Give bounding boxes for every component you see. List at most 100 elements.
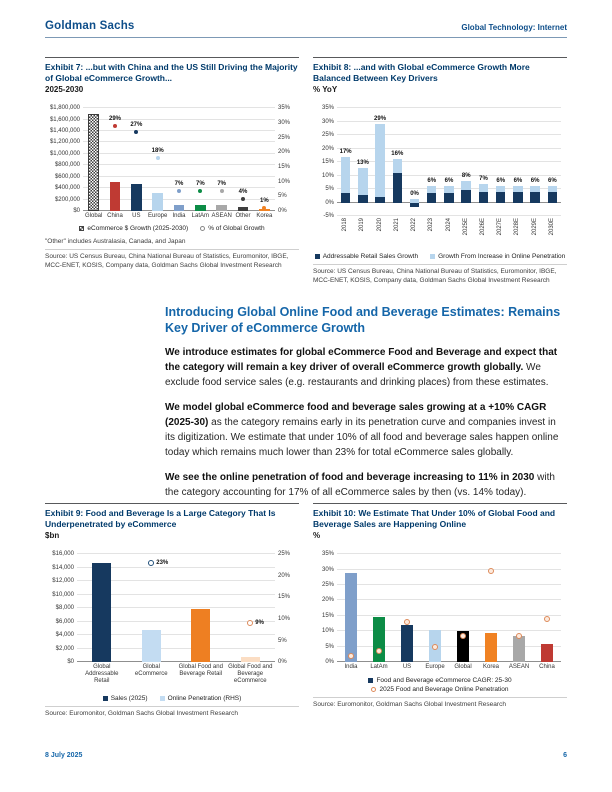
report-date: 8 July 2025 — [45, 752, 83, 759]
y-axis-tick: 25% — [321, 132, 334, 139]
x-axis-label: Global Food and Beverage Retail — [178, 664, 223, 677]
y-axis-tick: 20% — [321, 597, 334, 604]
bar-global-food-and-beverage-retail — [191, 609, 211, 663]
dot-value-label: 7% — [174, 180, 184, 187]
dot-value-label: 29% — [108, 115, 122, 122]
y-axis-tick: 0% — [278, 659, 287, 666]
y-axis-tick: 10% — [321, 628, 334, 635]
legend-item: Food and Beverage eCommerce CAGR: 25-30 — [368, 677, 512, 685]
data-point-dot — [113, 123, 117, 128]
bar-asean — [216, 205, 227, 212]
bar-global-addressable-retail — [92, 562, 112, 663]
stack-segment — [461, 190, 471, 203]
exhibit-9-title: Exhibit 9: Food and Beverage Is a Large … — [45, 508, 276, 530]
gridline — [337, 134, 561, 136]
dot-value-label: 23% — [156, 559, 169, 566]
stack-segment — [461, 181, 471, 191]
y-axis-tick: $400,000 — [54, 185, 80, 192]
y-axis-tick: 20% — [321, 145, 334, 152]
legend-label: Food and Beverage eCommerce CAGR: 25-30 — [376, 677, 512, 685]
bar-india — [344, 572, 358, 663]
gridline — [337, 174, 561, 176]
y-axis-tick: 5% — [278, 193, 287, 200]
x-axis-label: Global — [84, 213, 103, 220]
exhibit-9: Exhibit 9: Food and Beverage Is a Large … — [45, 503, 299, 719]
y-axis-tick: $800,000 — [54, 162, 80, 169]
y-axis-tick: $0 — [67, 659, 74, 666]
stack-segment — [427, 186, 437, 194]
bar-global-food-and-beverage-ecommerce — [240, 657, 260, 663]
y-axis-tick: 0% — [278, 208, 287, 215]
data-point-dot — [404, 618, 410, 625]
stack-segment — [530, 186, 540, 192]
bar-china — [540, 643, 554, 663]
x-axis-label: ASEAN — [211, 213, 232, 220]
y-axis-tick: $1,800,000 — [49, 105, 80, 112]
x-axis-label: China — [107, 213, 123, 220]
page-header: Goldman Sachs Global Technology: Interne… — [45, 20, 567, 38]
y-axis-tick: $8,000 — [55, 605, 74, 612]
y-axis-tick: $14,000 — [52, 564, 74, 571]
exhibit-7-source: Source: US Census Bureau, China National… — [45, 249, 299, 271]
gridline — [83, 118, 275, 120]
bar-total-label: 8% — [461, 173, 471, 179]
legend-label: 2025 Food and Beverage Online Penetratio… — [379, 686, 509, 694]
bar-total-label: 29% — [374, 116, 387, 123]
gridline — [77, 593, 275, 595]
bar-total-label: 6% — [530, 178, 540, 185]
stack-segment — [375, 197, 385, 203]
page-footer: 8 July 2025 6 — [45, 752, 567, 759]
legend-item: Growth From Increase in Online Penetrati… — [430, 253, 565, 260]
bar-latam — [195, 204, 206, 212]
gridline — [337, 107, 561, 109]
gridline — [337, 215, 561, 217]
gridline — [337, 599, 561, 601]
y-axis-tick: 10% — [278, 615, 291, 622]
gridline — [83, 164, 275, 166]
plot-area: $0 $2,000 $4,000 $6,000 $8,000 $10,000 $12,000… — [52, 551, 290, 684]
x-axis-label: 2021 — [393, 218, 400, 232]
y-axis-tick: $0 — [73, 208, 80, 215]
stack-segment — [427, 193, 437, 203]
x-axis-label: 2019 — [359, 218, 366, 232]
exhibit-8-legend: Addressable Retail Sales Growth Growth Fr… — [313, 253, 567, 260]
gridline — [77, 566, 275, 568]
bar-total-label: 13% — [356, 159, 369, 166]
exhibit-8-subtitle: % YoY — [313, 85, 338, 95]
y-axis-tick: 30% — [321, 118, 334, 125]
legend-item: Online Penetration (RHS) — [159, 695, 241, 702]
x-axis-label: ASEAN — [508, 664, 530, 671]
x-axis-label: LatAm — [370, 664, 388, 671]
x-axis-label: Europe — [425, 664, 445, 671]
exhibit-8-chart: -5% 0% 5% 10% 15% 20% 25% 30% 35% 17% 13% 29% 16% 0% 6… — [313, 100, 567, 250]
x-axis-label: 2027E — [497, 218, 504, 236]
gridline — [337, 568, 561, 570]
data-point-dot — [488, 568, 494, 575]
gridline — [77, 580, 275, 582]
y-axis-tick: 15% — [321, 159, 334, 166]
x-axis-label: India — [172, 213, 186, 220]
y-axis-tick: 15% — [278, 163, 291, 170]
dot-value-label: 1% — [259, 198, 269, 205]
y-axis-tick: 5% — [325, 186, 334, 193]
y-axis-tick: 15% — [278, 594, 291, 601]
y-axis-tick: $4,000 — [55, 632, 74, 639]
data-point-dot — [544, 615, 550, 622]
legend-label: Addressable Retail Sales Growth — [322, 253, 419, 261]
exhibit-7: Exhibit 7: ...but with China and the US … — [45, 57, 299, 286]
gridline — [83, 141, 275, 143]
gridline — [337, 661, 561, 663]
gridline — [337, 553, 561, 555]
legend-label: Growth From Increase in Online Penetrati… — [438, 253, 566, 261]
stack-segment — [340, 156, 351, 194]
exhibit-7-subtitle: 2025-2030 — [45, 85, 84, 95]
bar-total-label: 17% — [339, 148, 352, 155]
y-axis-tick: 5% — [325, 643, 334, 650]
paragraph-1-lead: We introduce estimates for global eComme… — [165, 346, 558, 373]
legend-square-swatch — [430, 254, 436, 260]
exhibit-10-subtitle: % — [313, 531, 321, 541]
stack-segment — [409, 202, 420, 207]
dot-value-label: 4% — [238, 189, 248, 196]
bar-total-label: 6% — [548, 178, 557, 185]
